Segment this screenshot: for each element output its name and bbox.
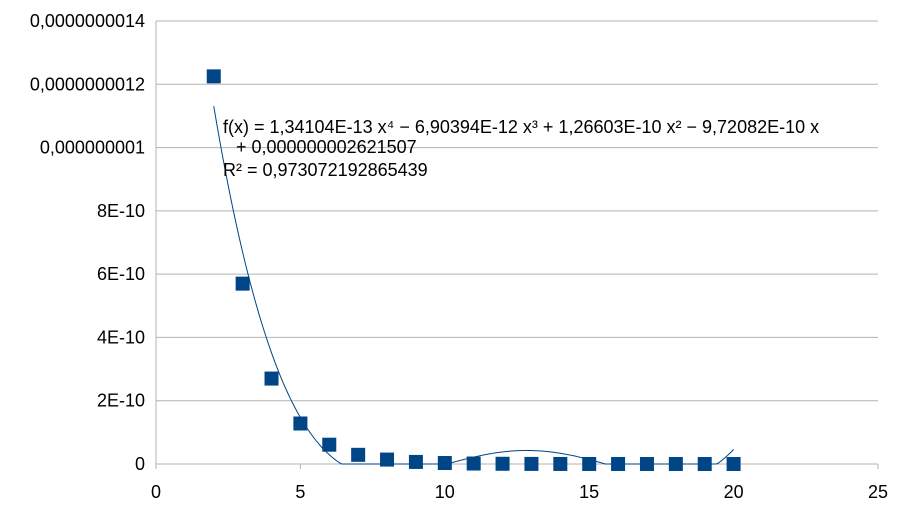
data-point xyxy=(553,456,568,471)
data-points xyxy=(206,69,741,471)
x-tick-label: 25 xyxy=(868,482,888,502)
axes xyxy=(155,21,879,469)
y-tick-label: 0,0000000014 xyxy=(30,11,145,31)
data-point xyxy=(235,276,250,291)
equation-line-2: + 0,000000002621507 xyxy=(236,137,417,157)
data-point xyxy=(639,456,654,471)
data-point xyxy=(206,69,221,84)
y-tick-label: 0 xyxy=(135,454,145,474)
r-squared-label: R² = 0,973072192865439 xyxy=(223,160,428,180)
y-tick-labels: 0 2E-10 4E-10 6E-10 8E-10 0,000000001 0,000000… xyxy=(30,11,145,474)
data-point xyxy=(668,456,683,471)
y-tick-label: 8E-10 xyxy=(97,201,145,221)
x-tick-labels: 0 5 10 15 20 25 xyxy=(151,482,888,502)
data-point xyxy=(466,456,481,471)
data-point xyxy=(293,416,308,431)
y-tick-label: 2E-10 xyxy=(97,391,145,411)
data-point xyxy=(380,452,395,467)
data-point xyxy=(408,454,423,469)
y-tick-label: 6E-10 xyxy=(97,264,145,284)
data-point xyxy=(611,456,626,471)
y-tick-label: 4E-10 xyxy=(97,327,145,347)
y-tick-label: 0,0000000012 xyxy=(30,74,145,94)
x-tick-label: 10 xyxy=(435,482,455,502)
x-tick-label: 15 xyxy=(579,482,599,502)
x-tick-label: 5 xyxy=(295,482,305,502)
data-point xyxy=(697,456,712,471)
gridlines xyxy=(156,20,878,402)
data-point xyxy=(524,456,539,471)
data-point xyxy=(582,456,597,471)
data-point xyxy=(726,456,741,471)
data-point xyxy=(437,456,452,471)
data-point xyxy=(264,371,279,386)
x-tick-label: 0 xyxy=(151,482,161,502)
x-tick-label: 20 xyxy=(724,482,744,502)
trendline-equation: f(x) = 1,34104E-13 x⁴ − 6,90394E-12 x³ +… xyxy=(223,117,819,180)
equation-line-1: f(x) = 1,34104E-13 x⁴ − 6,90394E-12 x³ +… xyxy=(223,117,819,137)
data-point xyxy=(322,437,337,452)
data-point xyxy=(351,447,366,462)
data-point xyxy=(495,456,510,471)
y-tick-label: 0,000000001 xyxy=(40,138,145,158)
